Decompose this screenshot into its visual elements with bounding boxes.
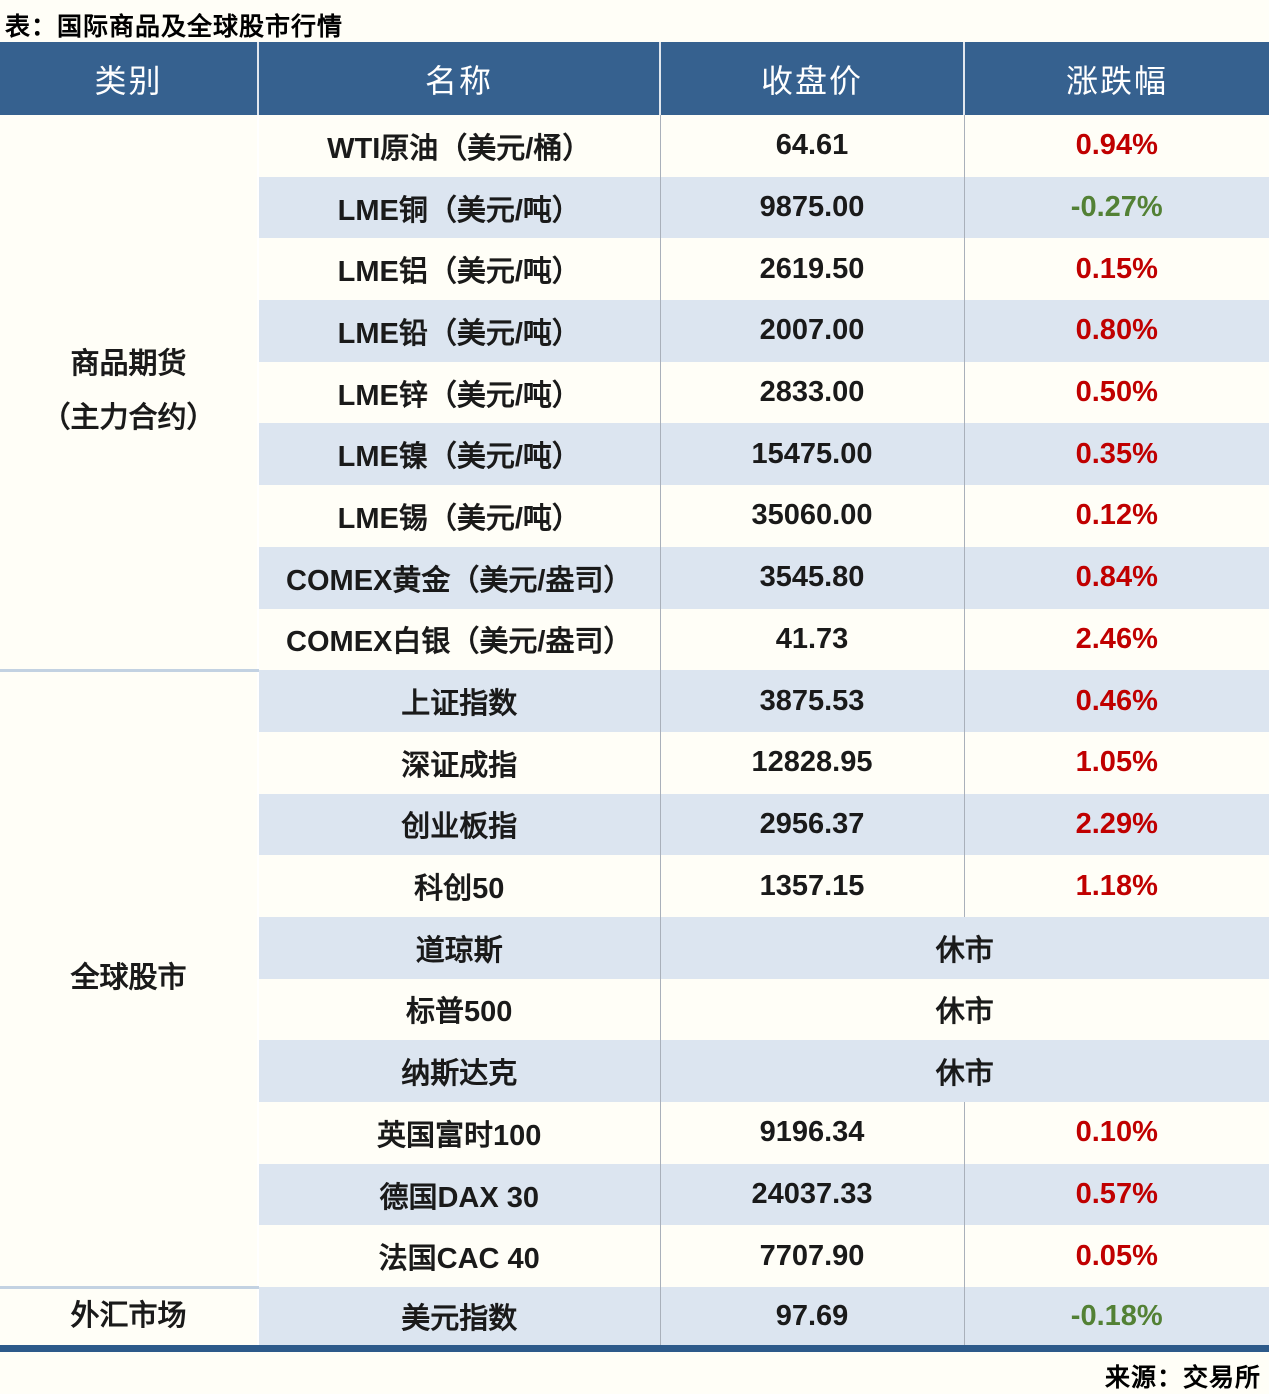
table-row: 科创50 1357.15 1.18% — [0, 855, 1269, 917]
row-close-cell: 2833.00 — [660, 361, 965, 424]
row-close-cell: 12828.95 — [660, 731, 965, 794]
table-row: 深证成指 12828.95 1.05% — [0, 731, 1269, 794]
row-name-cell: LME铅（美元/吨） — [258, 300, 661, 362]
row-change-cell: 0.84% — [964, 546, 1269, 609]
col-header-name: 名称 — [258, 42, 661, 115]
row-name-cell: 德国DAX 30 — [258, 1163, 661, 1226]
row-change-cell: 0.46% — [964, 670, 1269, 732]
row-name-cell: LME锡（美元/吨） — [258, 485, 661, 547]
category-label: 商品期货 — [70, 348, 187, 381]
row-change-cell: 0.50% — [1075, 376, 1158, 409]
category-cell-global-stocks: 全球股市 — [0, 668, 259, 1288]
row-change-cell: -0.18% — [964, 1287, 1269, 1349]
table-row: COMEX黄金（美元/盎司） 3545.80 0.84% — [0, 546, 1269, 609]
table-row: COMEX白银（美元/盎司） 41.73 2.46% — [0, 608, 1269, 671]
row-name-cell: LME铝（美元/吨） — [258, 238, 661, 301]
row-status-cell: 休市 — [660, 1040, 1269, 1102]
row-close-cell: 3875.53 — [660, 670, 965, 732]
row-change-cell: 0.05% — [1075, 1239, 1158, 1272]
row-name-cell: COMEX白银（美元/盎司） — [258, 608, 661, 671]
category-cell-forex: 外汇市场 — [0, 1285, 259, 1349]
row-name-cell: LME锌（美元/吨） — [258, 361, 661, 424]
category-cell-commodity-futures: 商品期货 （主力合约） — [0, 115, 259, 671]
row-name-cell: LME铜（美元/吨） — [258, 176, 661, 239]
market-table: 类别 名称 收盘价 涨跌幅 商品期货 （主力合约） WTI原油（美元/桶） 64… — [0, 42, 1269, 1353]
row-close-cell: 7707.90 — [660, 1225, 965, 1288]
row-change-cell: 0.15% — [1075, 252, 1158, 285]
row-name-cell: 纳斯达克 — [258, 1040, 661, 1102]
row-close-cell: 15475.00 — [660, 423, 965, 486]
row-close-cell: 2619.50 — [660, 238, 965, 301]
table-row: LME锡（美元/吨） 35060.00 0.12% — [0, 485, 1269, 547]
col-header-change: 涨跌幅 — [964, 42, 1269, 115]
row-change-cell: 1.05% — [1075, 746, 1158, 779]
row-change-cell: 1.18% — [1075, 869, 1158, 902]
table-row: LME铝（美元/吨） 2619.50 0.15% — [0, 238, 1269, 301]
table-row: 英国富时100 9196.34 0.10% — [0, 1102, 1269, 1164]
row-close-cell: 41.73 — [660, 608, 965, 671]
row-close-cell: 9196.34 — [660, 1102, 965, 1164]
row-name-cell: 深证成指 — [258, 731, 661, 794]
row-change-cell: 2.46% — [1075, 622, 1158, 655]
row-close-cell: 35060.00 — [660, 485, 965, 547]
row-change-cell: 0.80% — [964, 300, 1269, 362]
table-row: 商品期货 （主力合约） WTI原油（美元/桶） 64.61 0.94% — [0, 115, 1269, 671]
row-close-cell: 64.61 — [660, 115, 965, 177]
row-close-cell: 9875.00 — [660, 176, 965, 239]
row-change-cell: 2.29% — [964, 793, 1269, 856]
row-close-cell: 1357.15 — [660, 855, 965, 917]
row-close-cell: 2956.37 — [660, 793, 965, 856]
header-row: 类别 名称 收盘价 涨跌幅 — [0, 42, 1269, 115]
row-close-cell: 24037.33 — [660, 1163, 965, 1226]
row-change-cell: -0.27% — [964, 176, 1269, 239]
row-close-cell: 97.69 — [660, 1287, 965, 1349]
row-name-cell: WTI原油（美元/桶） — [258, 115, 661, 177]
col-header-close: 收盘价 — [660, 42, 965, 115]
col-header-category: 类别 — [0, 42, 259, 115]
category-label-line2: （主力合约） — [41, 401, 216, 434]
table-row: 法国CAC 40 7707.90 0.05% — [0, 1225, 1269, 1288]
row-name-cell: 创业板指 — [258, 793, 661, 856]
row-status-cell: 休市 — [660, 916, 1269, 979]
table-row: 标普500 休市 — [0, 978, 1269, 1041]
row-change-cell: 0.12% — [1075, 499, 1158, 532]
row-change-cell: 0.10% — [1075, 1116, 1158, 1149]
row-name-cell: 道琼斯 — [258, 916, 661, 979]
table-row: 外汇市场 美元指数 97.69 -0.18% — [0, 1285, 1269, 1349]
table-row: 全球股市 上证指数 3875.53 0.46% — [0, 668, 1269, 1288]
table-row: 道琼斯 休市 — [0, 916, 1269, 979]
row-name-cell: LME镍（美元/吨） — [258, 423, 661, 486]
source-note: 来源：交易所 — [1104, 1364, 1261, 1393]
row-close-cell: 2007.00 — [660, 300, 965, 362]
row-change-cell: 0.57% — [964, 1163, 1269, 1226]
row-name-cell: 科创50 — [258, 855, 661, 917]
row-name-cell: COMEX黄金（美元/盎司） — [258, 546, 661, 609]
row-name-cell: 美元指数 — [258, 1287, 661, 1349]
table-row: LME镍（美元/吨） 15475.00 0.35% — [0, 423, 1269, 486]
row-name-cell: 标普500 — [258, 978, 661, 1041]
table-row: 创业板指 2956.37 2.29% — [0, 793, 1269, 856]
row-close-cell: 3545.80 — [660, 546, 965, 609]
category-label: 外汇市场 — [70, 1300, 187, 1333]
row-change-cell: 0.94% — [1075, 129, 1158, 162]
row-name-cell: 上证指数 — [258, 670, 661, 732]
figure-title: 表：国际商品及全球股市行情 — [5, 13, 344, 41]
table-row: 纳斯达克 休市 — [0, 1040, 1269, 1102]
row-change-cell: 0.35% — [964, 423, 1269, 486]
row-status-cell: 休市 — [935, 996, 994, 1029]
table-row: LME铅（美元/吨） 2007.00 0.80% — [0, 300, 1269, 362]
category-label: 全球股市 — [70, 961, 187, 994]
row-name-cell: 英国富时100 — [258, 1102, 661, 1164]
table-row: 德国DAX 30 24037.33 0.57% — [0, 1163, 1269, 1226]
table-row: LME铜（美元/吨） 9875.00 -0.27% — [0, 176, 1269, 239]
row-name-cell: 法国CAC 40 — [258, 1225, 661, 1288]
table-row: LME锌（美元/吨） 2833.00 0.50% — [0, 361, 1269, 424]
